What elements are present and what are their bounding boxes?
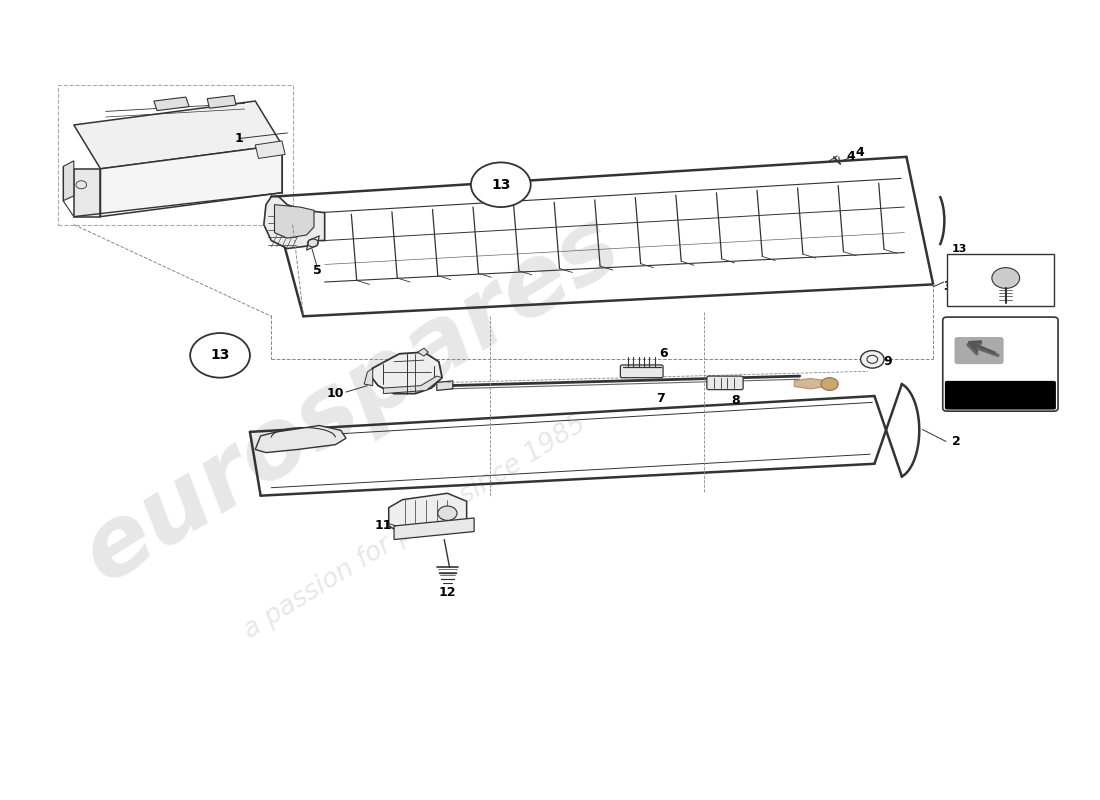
Circle shape bbox=[190, 333, 250, 378]
FancyBboxPatch shape bbox=[947, 254, 1054, 306]
Text: 5: 5 bbox=[312, 264, 321, 278]
Polygon shape bbox=[418, 348, 428, 356]
Text: 9: 9 bbox=[883, 355, 892, 368]
Text: 4: 4 bbox=[855, 146, 864, 159]
Text: 1: 1 bbox=[235, 132, 243, 145]
Text: 7: 7 bbox=[657, 392, 665, 405]
Polygon shape bbox=[264, 197, 324, 249]
Text: 3: 3 bbox=[943, 280, 951, 294]
Text: 13: 13 bbox=[210, 348, 230, 362]
Text: 6: 6 bbox=[659, 347, 668, 360]
Polygon shape bbox=[364, 368, 373, 386]
Circle shape bbox=[438, 506, 456, 520]
Polygon shape bbox=[384, 376, 442, 394]
Polygon shape bbox=[275, 205, 314, 238]
Text: 13: 13 bbox=[952, 243, 967, 254]
Polygon shape bbox=[307, 236, 319, 250]
Polygon shape bbox=[100, 145, 282, 217]
FancyBboxPatch shape bbox=[945, 381, 1056, 410]
Circle shape bbox=[821, 378, 838, 390]
FancyBboxPatch shape bbox=[620, 365, 663, 378]
FancyBboxPatch shape bbox=[707, 376, 744, 390]
Text: 11: 11 bbox=[375, 519, 392, 533]
Polygon shape bbox=[388, 494, 466, 534]
Polygon shape bbox=[255, 141, 285, 158]
Polygon shape bbox=[371, 352, 442, 394]
Text: 2: 2 bbox=[953, 435, 961, 448]
Polygon shape bbox=[255, 426, 346, 453]
Text: 10: 10 bbox=[327, 387, 344, 400]
Circle shape bbox=[471, 162, 530, 207]
Text: 8: 8 bbox=[732, 394, 740, 406]
Circle shape bbox=[860, 350, 884, 368]
Polygon shape bbox=[74, 101, 282, 169]
Polygon shape bbox=[794, 378, 826, 389]
FancyBboxPatch shape bbox=[943, 317, 1058, 411]
Text: 12: 12 bbox=[439, 586, 456, 599]
Polygon shape bbox=[63, 161, 74, 201]
Circle shape bbox=[992, 268, 1020, 288]
Polygon shape bbox=[437, 381, 453, 390]
Text: 13: 13 bbox=[491, 178, 510, 192]
Text: eurospares: eurospares bbox=[66, 198, 637, 602]
FancyBboxPatch shape bbox=[955, 337, 1003, 364]
Text: 857 10: 857 10 bbox=[971, 387, 1030, 402]
Polygon shape bbox=[394, 518, 474, 539]
Polygon shape bbox=[154, 97, 189, 110]
Polygon shape bbox=[207, 95, 236, 108]
Text: 4: 4 bbox=[847, 150, 856, 162]
Polygon shape bbox=[74, 169, 100, 217]
Text: a passion for parts since 1985: a passion for parts since 1985 bbox=[240, 411, 591, 644]
